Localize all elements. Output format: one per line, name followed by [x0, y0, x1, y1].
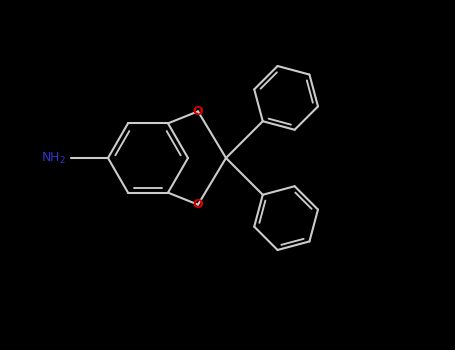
Text: O: O — [192, 105, 203, 118]
Text: NH$_2$: NH$_2$ — [41, 150, 66, 166]
Text: O: O — [192, 198, 203, 211]
